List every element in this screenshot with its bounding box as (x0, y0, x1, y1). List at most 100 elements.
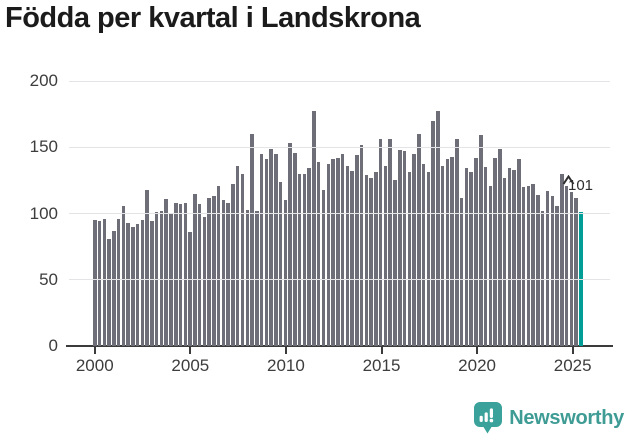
newsworthy-logo[interactable]: Newsworthy (474, 402, 624, 434)
bar-2002-Q1 (131, 226, 135, 346)
bar-2023-Q2 (536, 194, 540, 346)
bar-2021-Q1 (493, 157, 497, 346)
bar-2009-Q4 (278, 181, 283, 346)
gridline-y-100 (69, 213, 610, 214)
bar-2018-Q3 (445, 159, 450, 346)
bar-2018-Q4 (450, 156, 454, 346)
bar-2005-Q3 (197, 204, 202, 346)
x-axis-label-2020: 2020 (458, 356, 496, 375)
x-axis-tick-2025 (571, 347, 574, 354)
bar-2020-Q1 (474, 157, 478, 346)
bar-2018-Q2 (440, 165, 445, 346)
x-axis-tick-2020 (476, 347, 479, 354)
bar-2005-Q2 (193, 193, 197, 346)
bar-2009-Q2 (269, 148, 273, 346)
bar-2009-Q1 (264, 159, 269, 346)
bar-2019-Q4 (469, 172, 473, 346)
bar-2016-Q3 (407, 172, 412, 346)
bar-2013-Q3 (350, 171, 354, 346)
bar-2006-Q2 (212, 196, 216, 346)
bar-2000-Q4 (107, 238, 111, 346)
bar-2001-Q4 (126, 222, 130, 346)
bar-2021-Q3 (502, 177, 507, 346)
bar-2006-Q1 (207, 197, 211, 346)
bar-2023-Q1 (531, 184, 535, 346)
bar-2014-Q4 (374, 172, 378, 346)
bar-2013-Q1 (340, 153, 345, 346)
bar-2002-Q2 (135, 224, 140, 346)
bar-2001-Q1 (112, 230, 116, 346)
bar-2020-Q3 (483, 167, 488, 346)
bar-2007-Q2 (231, 184, 235, 346)
x-axis-tick-2000 (93, 347, 96, 354)
bar-2015-Q1 (378, 139, 383, 346)
newsworthy-wordmark: Newsworthy (509, 406, 624, 429)
x-axis-tick-2015 (380, 347, 383, 354)
bar-2017-Q4 (431, 120, 435, 346)
bar-2015-Q4 (393, 180, 397, 346)
bar-2006-Q4 (221, 200, 226, 346)
bar-2000-Q1 (93, 220, 97, 346)
bar-2022-Q1 (512, 169, 516, 346)
bar-2011-Q4 (316, 161, 321, 346)
bar-2016-Q2 (402, 151, 407, 346)
bar-2012-Q1 (321, 189, 326, 346)
bar-2004-Q4 (183, 202, 188, 346)
annotation-caret-icon (562, 175, 575, 185)
bar-2025-Q1 (569, 192, 574, 346)
bar-2005-Q1 (188, 232, 192, 346)
bar-2003-Q2 (154, 212, 159, 346)
bar-2017-Q3 (426, 172, 431, 346)
bar-2011-Q3 (312, 111, 316, 346)
bar-2005-Q4 (202, 217, 207, 346)
bar-2012-Q4 (336, 157, 340, 346)
bar-2010-Q4 (297, 173, 302, 346)
bar-2014-Q2 (364, 175, 369, 346)
bar-2014-Q3 (369, 177, 373, 346)
gridline-y-200 (69, 80, 610, 82)
bar-2010-Q1 (283, 200, 288, 346)
bar-2022-Q3 (521, 187, 526, 346)
bar-2015-Q3 (388, 139, 392, 346)
x-axis-label-2015: 2015 (362, 356, 401, 375)
x-axis-tick-2010 (284, 347, 287, 354)
gridline-y-50 (69, 279, 610, 281)
newsworthy-bubble-chart-icon (474, 402, 503, 434)
x-axis-label-2025: 2025 (553, 356, 592, 375)
bar-2013-Q4 (355, 155, 359, 346)
bar-2001-Q3 (121, 205, 126, 346)
bar-2011-Q1 (302, 173, 307, 346)
bar-2008-Q2 (250, 134, 254, 346)
x-axis-line (66, 345, 613, 347)
bar-2023-Q4 (545, 190, 550, 346)
bar-2007-Q1 (226, 202, 230, 346)
bars-container (93, 66, 584, 346)
y-axis-label-150: 150 (29, 137, 58, 157)
bar-2004-Q3 (178, 204, 183, 346)
bar-2011-Q2 (307, 168, 311, 346)
bar-2024-Q1 (550, 196, 554, 346)
bar-2000-Q3 (102, 218, 107, 346)
y-axis-label-50: 50 (39, 269, 58, 289)
bar-2002-Q3 (140, 220, 145, 346)
x-axis-tick-2005 (189, 347, 192, 354)
bar-2008-Q3 (255, 210, 259, 346)
bar-2020-Q2 (479, 135, 483, 346)
bar-2024-Q4 (564, 185, 569, 346)
bar-2021-Q2 (498, 148, 502, 346)
bar-2012-Q3 (331, 159, 335, 346)
bar-2019-Q3 (464, 168, 469, 346)
chart-title: Födda per kvartal i Landskrona (5, 2, 421, 34)
bar-2013-Q2 (345, 165, 350, 346)
bar-2022-Q2 (517, 159, 521, 346)
bar-2001-Q2 (116, 218, 121, 346)
bar-2023-Q3 (540, 210, 545, 346)
bar-2017-Q2 (421, 164, 426, 346)
bar-2000-Q2 (97, 221, 102, 346)
bar-2006-Q3 (216, 185, 221, 346)
bar-2007-Q4 (240, 173, 245, 346)
bar-2007-Q3 (235, 165, 240, 346)
y-axis-label-100: 100 (29, 203, 58, 223)
bar-2015-Q2 (383, 165, 388, 346)
bar-2003-Q1 (150, 221, 154, 346)
